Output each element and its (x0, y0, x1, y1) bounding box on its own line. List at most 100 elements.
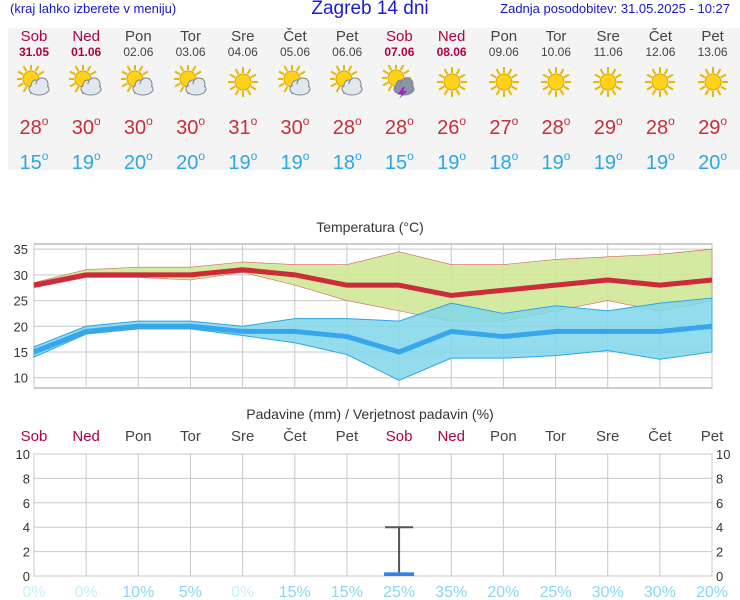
day-2: Pon 02.06 30o 20o (112, 28, 164, 175)
plot-area (33, 453, 713, 577)
sun-icon (227, 67, 258, 97)
sun-icon (436, 67, 467, 97)
precip-probability: 35% (435, 584, 467, 598)
precip-probability: 30% (592, 584, 624, 598)
y-tick-label-left: 6 (23, 496, 30, 511)
precip-probability: 20% (487, 584, 519, 598)
min-temp: 19o (437, 149, 467, 174)
day-date: 13.06 (697, 45, 728, 59)
precip-probability: 0% (75, 584, 98, 598)
y-tick-label-right: 2 (716, 545, 723, 560)
max-temp-line (33, 267, 713, 298)
day-name: Sob (386, 28, 413, 45)
precip-probability: 10% (122, 584, 154, 598)
thunderstorm-icon (382, 65, 415, 99)
last-updated: Zadnja posodobitev: 31.05.2025 - 10:27 (500, 1, 730, 16)
day-6: Pet 06.06 28o 18o (321, 28, 373, 175)
y-tick-label-left: 4 (23, 520, 30, 535)
day-name: Pon (125, 28, 152, 45)
min-temp: 19o (645, 149, 675, 174)
day-name: Pon (490, 28, 518, 45)
precip-probability: 30% (644, 584, 676, 598)
header-bar: (kraj lahko izberete v meniju) Zagreb 14… (0, 0, 740, 22)
day-name: Ned (437, 28, 466, 45)
precip-probability: 15% (331, 584, 363, 598)
sun-cloud-icon (330, 65, 363, 96)
y-tick-label-left: 2 (23, 545, 30, 560)
min-temp: 19o (541, 149, 571, 174)
y-tick-label: 25 (14, 294, 28, 309)
day-name: Tor (545, 28, 567, 45)
max-temp: 30o (71, 114, 101, 139)
day-date: 10.06 (540, 45, 572, 59)
max-temp: 29o (593, 114, 623, 139)
y-tick-label-left: 8 (23, 471, 30, 486)
day-label: Ned (437, 428, 465, 445)
day-name: Sob (20, 28, 48, 45)
max-temp: 31o (228, 114, 258, 139)
y-tick-label-left: 0 (23, 569, 30, 584)
day-label: Pon (125, 428, 152, 445)
max-temp: 30o (280, 114, 310, 139)
y-tick-label: 20 (14, 319, 28, 334)
min-temp: 19o (228, 149, 258, 174)
sun-icon (593, 67, 624, 97)
sun-icon (645, 67, 676, 97)
daily-forecast-strip: Sob 31.05 28o 15o Ned 01.06 30o 19o Pon 02.06 30o 2… (8, 28, 740, 174)
day-date: 05.06 (279, 45, 311, 59)
day-label: Čet (283, 428, 307, 445)
sun-icon (541, 67, 571, 97)
y-tick-label: 35 (14, 242, 28, 257)
sun-cloud-icon (121, 65, 154, 96)
day-date: 31.05 (18, 45, 50, 59)
y-tick-label-left: 10 (16, 447, 30, 462)
day-label: Ned (72, 428, 100, 445)
sun-icon (488, 67, 519, 97)
day-label: Pet (701, 428, 724, 445)
precip-bar (384, 572, 415, 576)
min-temp-line (33, 323, 713, 355)
day-1: Ned 01.06 30o 19o (60, 28, 112, 175)
min-temp: 20o (123, 149, 153, 174)
min-temp: 19o (71, 149, 101, 174)
max-temp: 27o (489, 114, 519, 139)
day-date: 11.06 (593, 45, 623, 59)
y-tick-label-right: 8 (716, 471, 723, 486)
day-12: Čet 12.06 28o 19o (634, 28, 686, 175)
min-temp: 19o (593, 149, 623, 174)
day-label: Čet (648, 428, 672, 445)
y-tick-label-right: 0 (716, 569, 723, 584)
day-8: Ned 08.06 26o 19o (426, 28, 478, 175)
min-temp: 15o (19, 149, 49, 174)
max-temp: 28o (645, 114, 675, 139)
day-7: Sob 07.06 28o 15o (373, 28, 425, 175)
min-temp: 20o (698, 149, 728, 174)
day-0: Sob 31.05 28o 15o (8, 28, 60, 175)
precip-probability: 0% (22, 584, 45, 598)
location-menu-hint[interactable]: (kraj lahko izberete v meniju) (10, 1, 177, 16)
day-date: 06.06 (332, 45, 363, 59)
max-temp: 30o (123, 114, 153, 139)
precipitation-chart: Sob Ned Pon Tor Sre Čet Pet Sob Ned Pon Tor Sre Čet P… (16, 428, 731, 598)
sun-cloud-icon (69, 65, 102, 96)
day-date: 08.06 (436, 45, 467, 59)
temperature-chart: 10 15 20 25 30 35 (14, 242, 713, 389)
day-3: Tor 03.06 30o 20o (165, 28, 217, 175)
precip-probability: 15% (279, 584, 311, 598)
sun-icon (697, 67, 728, 97)
max-temp: 28o (19, 114, 49, 139)
day-name: Čet (648, 28, 673, 45)
day-10: Tor 10.06 28o 19o (530, 28, 582, 175)
day-date: 12.06 (645, 45, 676, 59)
y-tick-label: 15 (14, 345, 28, 360)
day-label: Pet (336, 428, 359, 445)
precip-probability: 20% (696, 584, 728, 598)
min-temp: 20o (176, 149, 206, 174)
max-temp: 29o (698, 114, 728, 139)
day-name: Sre (596, 28, 620, 45)
day-label: Sob (386, 428, 413, 445)
min-temp: 15o (384, 149, 414, 174)
y-tick-label-right: 10 (716, 447, 730, 462)
max-temp: 28o (541, 114, 571, 139)
precip-probability: 0% (231, 584, 254, 598)
